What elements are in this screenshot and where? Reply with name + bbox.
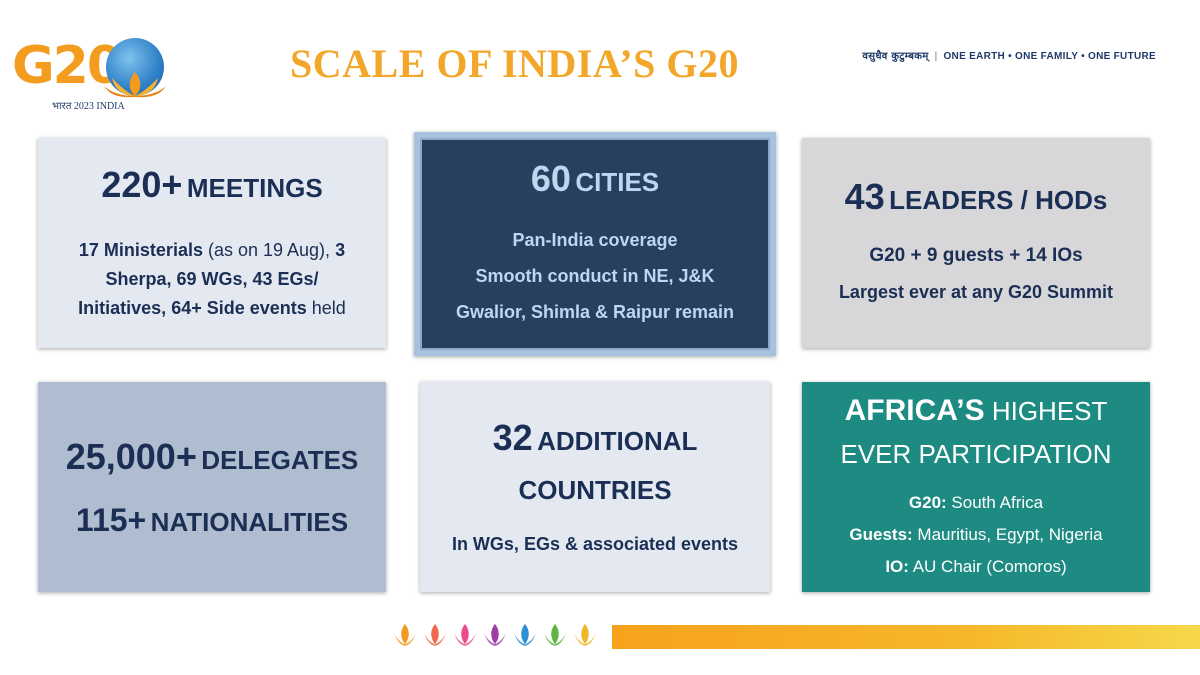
motto-separator: | [934,51,938,62]
cities-number: 60 [530,158,571,199]
lotus-icon [514,624,536,646]
meetings-heading: 220+ MEETINGS [38,164,386,206]
lotus-icon [454,624,476,646]
lotus-icon [394,624,416,646]
leaders-line1: G20 + 9 guests + 14 IOs [869,245,1083,266]
africa-g20-label: G20: [908,492,947,512]
africa-guests-value: Mauritius, Egypt, Nigeria [912,524,1103,544]
africa-details: G20: South Africa Guests: Mauritius, Egy… [802,487,1150,583]
meetings-date-note: (as on 19 Aug), [202,239,336,260]
footer-gradient-bar [612,625,1200,649]
nationalities-label: NATIONALITIES [150,506,349,537]
cities-line3: Gwalior, Shimla & Raipur remain [455,302,735,322]
leaders-label: LEADERS / HODs [889,185,1108,215]
meetings-line2: Sherpa, 69 WGs, 43 EGs/ [105,268,319,289]
lotus-icon [574,624,596,646]
lotus-icon [424,624,446,646]
card-africa: AFRICA’S HIGHEST EVER PARTICIPATION G20:… [802,382,1150,592]
meetings-label: MEETINGS [186,172,323,203]
g20-logo: G20 भारत 2023 INDIA [12,36,166,116]
meetings-held: held [306,297,346,318]
africa-title-line2: EVER PARTICIPATION [840,438,1112,469]
cities-details: Pan-India coverage Smooth conduct in NE,… [422,222,768,330]
meetings-ministerials: 17 Ministerials [78,239,203,260]
africa-title-rest: HIGHEST [984,395,1108,426]
cities-label: CITIES [575,167,660,197]
africa-title-bold: AFRICA’S [844,393,985,427]
motto: वसुधैव कुटुम्बकम् | ONE EARTH • ONE FAMILY… [862,48,1156,62]
africa-heading: AFRICA’S HIGHEST EVER PARTICIPATION [802,392,1150,473]
countries-heading: 32 ADDITIONAL COUNTRIES [420,416,770,512]
countries-number: 32 [492,416,533,458]
leaders-number: 43 [844,176,885,217]
lotus-row [393,622,597,650]
meetings-line3: Initiatives, 64+ Side events [78,297,307,318]
africa-io-value: AU Chair (Comoros) [908,556,1067,576]
lotus-icon [104,72,166,98]
leaders-heading: 43 LEADERS / HODs [802,176,1150,218]
delegates-number: 25,000+ [65,435,197,477]
card-cities: 60 CITIES Pan-India coverage Smooth cond… [414,132,776,356]
card-meetings: 220+ MEETINGS 17 Ministerials (as on 19 … [38,138,386,348]
logo-subtitle: भारत 2023 INDIA [52,101,125,112]
countries-line1: In WGs, EGs & associated events [451,533,739,554]
countries-label1: ADDITIONAL [537,425,698,456]
lotus-icon [544,624,566,646]
meetings-details: 17 Ministerials (as on 19 Aug), 3 Sherpa… [38,236,386,323]
delegates-label: DELEGATES [201,444,359,475]
logo-text: G20 [12,36,123,96]
countries-label2: COUNTRIES [518,474,672,505]
cities-heading: 60 CITIES [422,158,768,200]
cities-line2: Smooth conduct in NE, J&K [475,266,715,286]
nationalities-number: 115+ [75,501,147,538]
leaders-line2: Largest ever at any G20 Summit [838,282,1114,302]
delegates-heading: 25,000+ DELEGATES [38,436,386,478]
card-leaders: 43 LEADERS / HODs G20 + 9 guests + 14 IO… [802,138,1150,348]
leaders-details: G20 + 9 guests + 14 IOs Largest ever at … [802,238,1150,310]
cities-line1: Pan-India coverage [512,230,678,250]
motto-english: ONE EARTH • ONE FAMILY • ONE FUTURE [943,51,1156,62]
motto-hindi: वसुधैव कुटुम्बकम् [862,51,929,62]
meetings-sherpa-count: 3 [335,239,346,260]
card-delegates: 25,000+ DELEGATES 115+ NATIONALITIES [38,382,386,592]
page-title: SCALE OF INDIA’S G20 [290,41,739,86]
nationalities-heading: 115+ NATIONALITIES [38,502,386,539]
africa-io-label: IO: [885,556,909,576]
card-countries: 32 ADDITIONAL COUNTRIES In WGs, EGs & as… [420,382,770,592]
africa-guests-label: Guests: [849,524,913,544]
lotus-icon [484,624,506,646]
africa-g20-value: South Africa [946,492,1044,512]
meetings-number: 220+ [101,163,183,205]
